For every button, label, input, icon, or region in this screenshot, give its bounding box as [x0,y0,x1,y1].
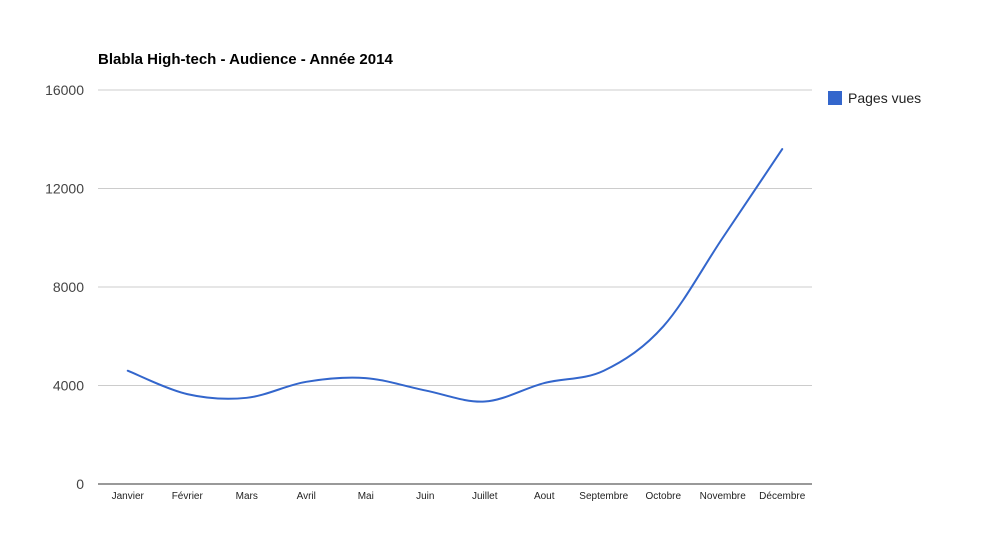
x-tick-label: Juillet [472,491,498,502]
chart-title: Blabla High-tech - Audience - Année 2014 [98,51,393,68]
series-line-pages-vues[interactable] [126,148,784,403]
data-point[interactable] [776,143,788,155]
x-tick-label: Décembre [759,491,806,502]
x-tick-label: Février [172,491,204,502]
legend-swatch-pages-vues [828,91,842,105]
series-lines [122,143,788,408]
y-axis-ticks: 0 4000 8000 12000 16000 [45,82,84,492]
data-point[interactable] [300,376,312,388]
x-axis-ticks: Janvier Février Mars Avril Mai Juin Juillet Aou… [112,491,806,502]
data-point[interactable] [657,320,669,332]
x-tick-label: Aout [534,491,555,502]
legend[interactable]: Pages vues [828,90,921,106]
y-tick-label: 16000 [45,82,84,98]
x-tick-label: Novembre [700,491,747,502]
x-tick-label: Octobre [645,491,681,502]
x-tick-label: Mai [358,491,374,502]
data-point[interactable] [241,392,253,404]
data-point[interactable] [717,232,729,244]
y-tick-label: 4000 [53,378,84,394]
x-tick-label: Janvier [112,491,145,502]
y-tick-label: 12000 [45,181,84,197]
data-point[interactable] [122,365,134,377]
y-tick-label: 8000 [53,279,84,295]
x-tick-label: Juin [416,491,434,502]
x-tick-label: Septembre [579,491,628,502]
legend-label-pages-vues: Pages vues [848,90,921,106]
data-point[interactable] [419,384,431,396]
x-tick-label: Mars [236,491,258,502]
data-point[interactable] [479,396,491,408]
data-point[interactable] [360,372,372,384]
y-tick-label: 0 [76,476,84,492]
data-point[interactable] [538,377,550,389]
gridlines [98,89,812,485]
x-tick-label: Avril [297,491,316,502]
data-point[interactable] [598,365,610,377]
data-point[interactable] [181,388,193,400]
